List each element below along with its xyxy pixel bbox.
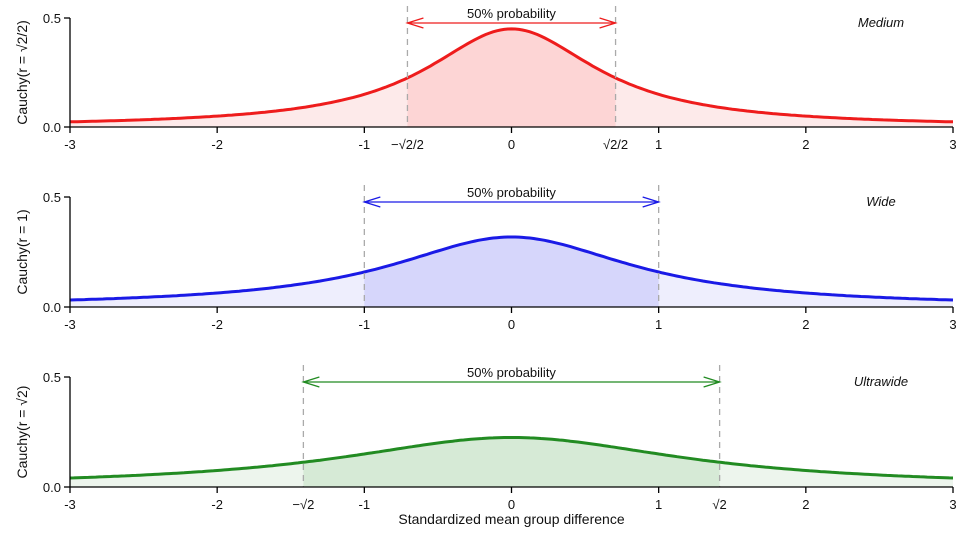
- x-tick-label: 0: [508, 497, 515, 512]
- x-tick-label: 3: [949, 137, 956, 152]
- x-tick-label: 2: [802, 137, 809, 152]
- x-tick-label: -2: [211, 317, 223, 332]
- x-tick-label: -1: [359, 317, 371, 332]
- density-curve: [70, 27, 953, 124]
- x-tick-label: -3: [64, 497, 76, 512]
- x-tick-label: 0: [508, 137, 515, 152]
- x-tick-label: 2: [802, 497, 809, 512]
- arrowhead-left: [405, 17, 424, 29]
- interval-tick-label: √2/2: [603, 137, 628, 152]
- panel-wide: 50% probability -3 -2 -1 0 1 2 3 0.0 0.5 Cauchy(r …: [14, 185, 957, 332]
- x-tick-label: -3: [64, 317, 76, 332]
- panel-title: Medium: [858, 15, 904, 30]
- x-tick-label: 3: [949, 497, 956, 512]
- y-tick-label: 0.0: [43, 300, 61, 315]
- x-tick-label: -2: [211, 137, 223, 152]
- arrowhead-right: [703, 376, 722, 388]
- x-tick-label: -3: [64, 137, 76, 152]
- arrowhead-left: [301, 376, 320, 388]
- density-curve: [69, 235, 954, 302]
- x-tick-label: 1: [655, 317, 662, 332]
- y-tick-label: 0.0: [43, 120, 61, 135]
- x-tick-label: -1: [359, 137, 371, 152]
- panel-title: Ultrawide: [854, 374, 908, 389]
- probability-annotation: 50% probability: [467, 185, 556, 200]
- arrowhead-left: [362, 196, 381, 208]
- y-axis-label: Cauchy(r = 1): [14, 209, 30, 294]
- interval-tick-label: √2: [712, 497, 726, 512]
- y-axis-label: Cauchy(r = √2): [14, 386, 30, 479]
- x-tick-label: 3: [949, 317, 956, 332]
- arrowhead-right: [599, 17, 618, 29]
- arrowhead-right: [642, 196, 661, 208]
- y-tick-label: 0.5: [43, 370, 61, 385]
- density-curve: [69, 436, 954, 480]
- x-tick-label: 1: [655, 497, 662, 512]
- density-area-interval: [407, 28, 616, 127]
- panel-title: Wide: [866, 194, 896, 209]
- y-tick-label: 0.5: [43, 11, 61, 26]
- panel-medium: 50% probability -3 -2 -1 0 1 2 3 −√2/2 √2/2 0.0 0.5…: [14, 6, 957, 152]
- x-tick-label: -1: [359, 497, 371, 512]
- probability-annotation: 50% probability: [467, 6, 556, 21]
- x-axis-label: Standardized mean group difference: [398, 511, 624, 527]
- interval-tick-label: −√2: [292, 497, 314, 512]
- x-tick-label: 2: [802, 317, 809, 332]
- interval-tick-label: −√2/2: [391, 137, 424, 152]
- density-area-interval: [364, 237, 659, 307]
- x-tick-label: -2: [211, 497, 223, 512]
- y-tick-label: 0.5: [43, 190, 61, 205]
- y-tick-label: 0.0: [43, 480, 61, 495]
- x-tick-label: 0: [508, 317, 515, 332]
- probability-annotation: 50% probability: [467, 365, 556, 380]
- y-axis-label: Cauchy(r = √2/2): [14, 20, 30, 125]
- x-tick-label: 1: [655, 137, 662, 152]
- panel-ultrawide: 50% probability -3 -2 -1 0 1 2 3 −√2 √2 0.0 0.5 Cauc…: [14, 365, 957, 527]
- density-area-interval: [303, 437, 720, 487]
